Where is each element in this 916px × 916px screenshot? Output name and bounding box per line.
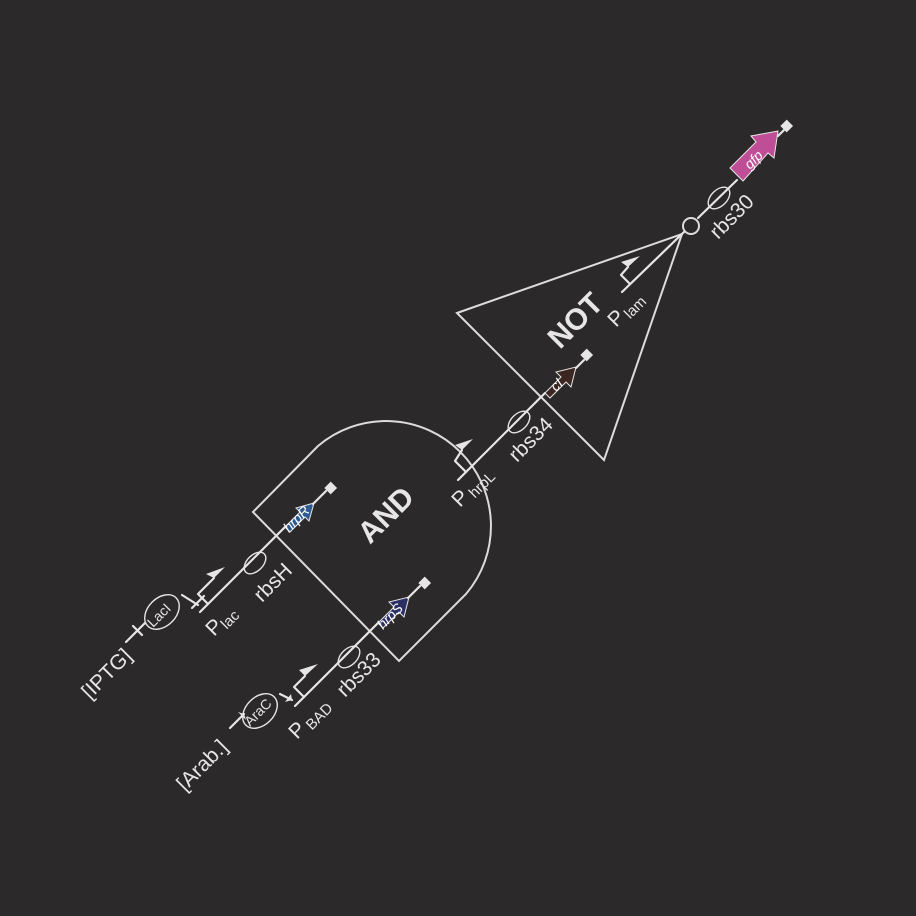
arab-arrowhead [238,712,246,720]
arac-arrowhead [285,694,292,702]
pbad-promoter-arrow [292,674,307,699]
arac-ellipse [242,693,278,729]
gfp-terminator [780,119,794,133]
plam-arrowhead [621,256,640,267]
hrpr-gene-arrow [284,502,315,533]
arab-input: [Arab.] AraC [172,692,294,796]
rbs33-ellipse [337,645,361,669]
plac-backbone [198,525,287,614]
plam-label: Plam [603,287,650,334]
phrpl-arrowhead [455,439,473,450]
hrpr-terminator [324,481,338,495]
hrps-terminator [418,576,432,590]
rbsh-ellipse [243,551,267,575]
hrps-terminator-stem [406,584,422,600]
phrpl-unit: cI PhrpL rbs34 [447,348,594,514]
rbsh-label: rbsH [249,559,297,607]
pbad-backbone [293,621,380,708]
rbs30-label: rbs30 [705,190,758,243]
not-gate-bubble [682,217,700,235]
arab-label: [Arab.] [172,736,232,796]
plac-label: Plac [201,600,243,642]
arac-label: AraC [241,695,275,729]
pbad-arrowhead [299,664,318,676]
not-gate-label: NOT [542,287,610,355]
pbad-unit: hrpS PBAD rbs33 [284,576,432,745]
inhibition-bar [131,624,144,637]
laci-ellipse [144,594,180,630]
gfp-gene-arrow [729,130,779,182]
plac-promoter-arrow [196,576,216,606]
hrps-gene-arrow [377,596,410,629]
rbs34-label: rbs34 [504,413,558,467]
ci-gene-arrow [544,366,577,399]
not-gate-outline [455,232,684,462]
phrpl-backbone [456,391,547,482]
phrpl-promoter-arrow [453,448,468,474]
gfp-backbone [696,178,739,220]
plac-arrowhead [206,567,225,578]
and-gate-label: AND [352,481,421,550]
iptg-link [124,621,147,644]
plam-promoter-arrow [619,265,632,286]
ci-terminator [580,348,594,362]
gfp-unit: gfp rbs30 [696,119,794,244]
hrpr-terminator-stem [311,489,328,506]
iptg-label: [IPTG] [77,644,136,703]
iptg-input: [IPTG] LacI [77,593,206,704]
gfp-terminator-stem [776,128,786,138]
and-gate-outline [251,420,492,663]
phrpl-label: PhrpL [447,462,499,514]
pbad-label: PBAD [284,693,336,745]
rbs30-ellipse [707,186,731,210]
plam-backbone [620,230,686,294]
plac-unit: hrpR Plac rbsH [196,481,338,642]
arab-link [228,712,246,730]
rbs34-ellipse [507,410,531,434]
ci-terminator-stem [574,358,586,370]
